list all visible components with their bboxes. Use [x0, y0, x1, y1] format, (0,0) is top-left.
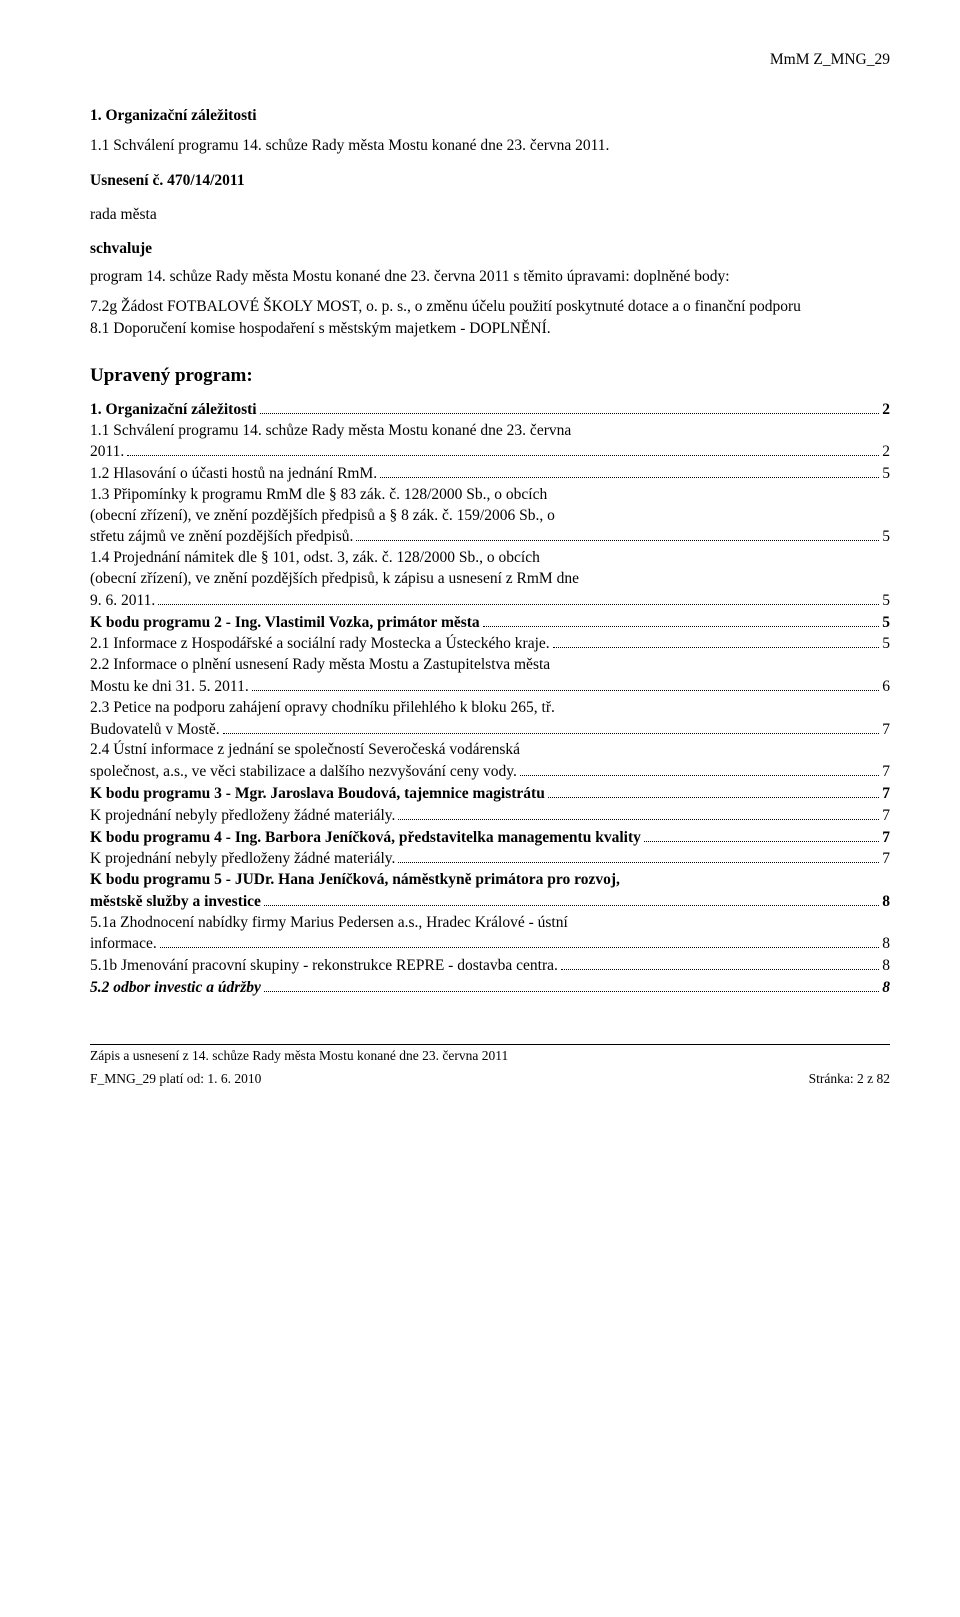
toc-entry: 5.2 odbor investic a údržby8: [90, 977, 890, 998]
table-of-contents: 1. Organizační záležitosti21.1 Schválení…: [90, 399, 890, 998]
list-item: 7.2g Žádost FOTBALOVÉ ŠKOLY MOST, o. p. …: [90, 297, 890, 317]
toc-entry: 2.2 Informace o plnění usnesení Rady měs…: [90, 655, 890, 675]
toc-entry: K bodu programu 4 - Ing. Barbora Jeníčko…: [90, 827, 890, 848]
program-paragraph: program 14. schůze Rady města Mostu kona…: [90, 267, 890, 287]
toc-entry: (obecní zřízení), ve znění pozdějších př…: [90, 569, 890, 589]
toc-entry: střetu zájmů ve znění pozdějších předpis…: [90, 527, 890, 548]
toc-entry: K bodu programu 2 - Ing. Vlastimil Vozka…: [90, 612, 890, 633]
footer-left: F_MNG_29 platí od: 1. 6. 2010: [90, 1070, 261, 1087]
toc-entry: 2.4 Ústní informace z jednání se společn…: [90, 740, 890, 760]
document-code: MmM Z_MNG_29: [90, 50, 890, 70]
toc-entry: K bodu programu 3 - Mgr. Jaroslava Boudo…: [90, 783, 890, 804]
toc-entry: městskě služby a investice8: [90, 891, 890, 912]
footer-right: Stránka: 2 z 82: [809, 1070, 890, 1087]
toc-entry: 5.1b Jmenování pracovní skupiny - rekons…: [90, 955, 890, 976]
toc-entry: 9. 6. 2011.5: [90, 590, 890, 611]
toc-entry: 2.1 Informace z Hospodářské a sociální r…: [90, 634, 890, 655]
toc-entry: (obecní zřízení), ve znění pozdějších př…: [90, 506, 890, 526]
toc-entry: Mostu ke dni 31. 5. 2011.6: [90, 676, 890, 697]
section-heading-1: 1. Organizační záležitosti: [90, 106, 890, 126]
page-footer: Zápis a usnesení z 14. schůze Rady města…: [90, 1044, 890, 1088]
upraveny-program-title: Upravený program:: [90, 364, 890, 388]
toc-entry: společnost, a.s., ve věci stabilizace a …: [90, 761, 890, 782]
toc-entry: 2011.2: [90, 441, 890, 462]
toc-entry: 5.1a Zhodnocení nabídky firmy Marius Ped…: [90, 913, 890, 933]
toc-entry: 1.3 Připomínky k programu RmM dle § 83 z…: [90, 485, 890, 505]
toc-entry: K bodu programu 5 - JUDr. Hana Jeníčková…: [90, 870, 890, 890]
section-sub-1-1: 1.1 Schválení programu 14. schůze Rady m…: [90, 136, 890, 156]
toc-entry: 1. Organizační záležitosti2: [90, 399, 890, 420]
toc-entry: 1.4 Projednání námitek dle § 101, odst. …: [90, 548, 890, 568]
toc-entry: K projednání nebyly předloženy žádné mat…: [90, 848, 890, 869]
rada-mesta: rada města: [90, 205, 890, 225]
toc-entry: 1.1 Schválení programu 14. schůze Rady m…: [90, 421, 890, 441]
toc-entry: K projednání nebyly předloženy žádné mat…: [90, 805, 890, 826]
list-item: 8.1 Doporučení komise hospodaření s měst…: [90, 319, 890, 339]
schvaluje: schvaluje: [90, 239, 890, 259]
usneseni-title: Usnesení č. 470/14/2011: [90, 171, 890, 191]
toc-entry: Budovatelů v Mostě.7: [90, 719, 890, 740]
toc-entry: informace.8: [90, 934, 890, 955]
toc-entry: 1.2 Hlasování o účasti hostů na jednání …: [90, 463, 890, 484]
footer-line-1: Zápis a usnesení z 14. schůze Rady města…: [90, 1047, 890, 1064]
toc-entry: 2.3 Petice na podporu zahájení opravy ch…: [90, 698, 890, 718]
